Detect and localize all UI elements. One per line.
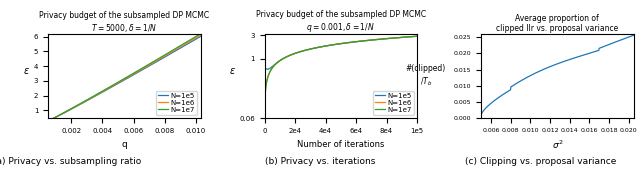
N=1e7: [335, 43, 342, 45]
N=1e6: [409, 35, 417, 38]
N=1e5: [145, 65, 153, 67]
N=1e6: [409, 35, 417, 38]
N=1e7: [81, 100, 89, 102]
N=1e7: [145, 63, 153, 65]
N=1e6: [158, 57, 166, 59]
N=1e5: [68, 107, 76, 110]
N=1e6: [81, 100, 89, 102]
N=1e7: [381, 38, 388, 40]
Y-axis label: $\varepsilon$: $\varepsilon$: [228, 66, 236, 76]
N=1e6: [196, 34, 204, 36]
N=1e5: [269, 66, 276, 68]
Text: (b) Privacy vs. iterations: (b) Privacy vs. iterations: [265, 157, 375, 166]
N=1e6: [413, 35, 421, 37]
N=1e5: [132, 72, 140, 74]
N=1e6: [68, 107, 76, 109]
Text: (c) Clipping vs. proposal variance: (c) Clipping vs. proposal variance: [465, 157, 616, 166]
Y-axis label: #(clipped)
/$T_b$: #(clipped) /$T_b$: [406, 64, 446, 88]
N=1e7: [413, 35, 421, 37]
Line: N=1e5: N=1e5: [45, 37, 200, 123]
N=1e6: [331, 43, 339, 45]
Legend: N=1e5, N=1e6, N=1e7: N=1e5, N=1e6, N=1e7: [156, 91, 197, 115]
Title: Privacy budget of the subsampled DP MCMC
$T = 5000, \delta = 1/N$: Privacy budget of the subsampled DP MCMC…: [39, 11, 209, 34]
Line: N=1e7: N=1e7: [264, 36, 417, 159]
N=1e6: [269, 67, 276, 69]
N=1e6: [132, 71, 140, 73]
N=1e7: [331, 43, 339, 45]
N=1e7: [41, 122, 49, 124]
N=1e7: [196, 33, 204, 35]
Y-axis label: $\varepsilon$: $\varepsilon$: [24, 66, 30, 76]
Line: N=1e6: N=1e6: [45, 35, 200, 123]
N=1e5: [335, 43, 342, 45]
N=1e7: [132, 70, 140, 73]
N=1e5: [409, 35, 417, 38]
N=1e7: [111, 83, 119, 85]
N=1e5: [111, 84, 119, 86]
N=1e5: [158, 58, 166, 60]
Legend: N=1e5, N=1e6, N=1e7: N=1e5, N=1e6, N=1e7: [372, 91, 413, 115]
X-axis label: $\sigma^2$: $\sigma^2$: [552, 139, 563, 151]
N=1e5: [196, 35, 204, 38]
Line: N=1e5: N=1e5: [264, 36, 417, 71]
N=1e7: [68, 107, 76, 109]
N=1e7: [260, 158, 268, 160]
X-axis label: q: q: [122, 140, 127, 149]
N=1e7: [409, 35, 417, 38]
N=1e6: [111, 83, 119, 86]
N=1e6: [260, 158, 268, 160]
Title: Average proportion of
clipped llr vs. proposal variance: Average proportion of clipped llr vs. pr…: [496, 14, 618, 33]
N=1e5: [409, 35, 417, 38]
Text: (a) Privacy vs. subsampling ratio: (a) Privacy vs. subsampling ratio: [0, 157, 141, 166]
N=1e7: [158, 56, 166, 58]
N=1e6: [381, 38, 388, 40]
N=1e5: [331, 43, 339, 45]
N=1e5: [381, 38, 388, 40]
Line: N=1e7: N=1e7: [45, 34, 200, 123]
N=1e5: [41, 122, 49, 124]
N=1e6: [41, 122, 49, 124]
N=1e7: [409, 35, 417, 38]
X-axis label: Number of iterations: Number of iterations: [297, 140, 385, 149]
N=1e5: [81, 101, 89, 103]
Title: Privacy budget of the subsampled DP MCMC
$q = 0.001, \delta = 1/N$: Privacy budget of the subsampled DP MCMC…: [256, 10, 426, 34]
N=1e6: [145, 64, 153, 66]
N=1e6: [335, 43, 342, 45]
N=1e5: [413, 35, 421, 37]
Line: N=1e6: N=1e6: [264, 36, 417, 159]
N=1e7: [269, 67, 276, 69]
N=1e5: [260, 70, 268, 72]
